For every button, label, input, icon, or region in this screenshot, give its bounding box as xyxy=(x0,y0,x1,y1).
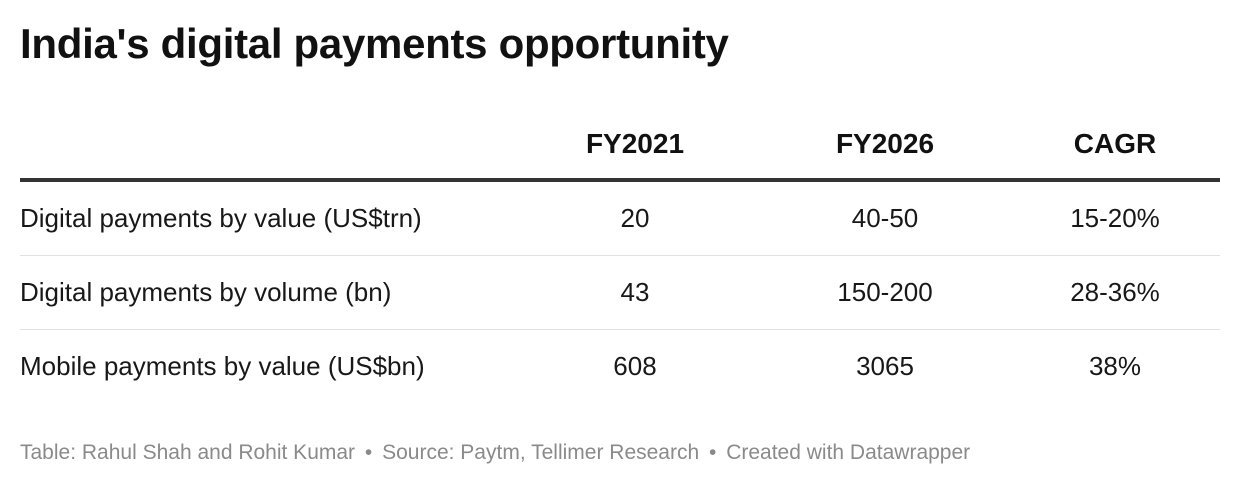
cell-cagr: 15-20% xyxy=(1010,180,1220,256)
cell-fy2021: 43 xyxy=(510,255,760,330)
cell-cagr: 28-36% xyxy=(1010,255,1220,330)
row-label: Mobile payments by value (US$bn) xyxy=(20,351,425,381)
chart-footer: Table: Rahul Shah and Rohit Kumar • Sour… xyxy=(20,441,970,465)
footer-separator: • xyxy=(709,441,717,464)
cell-fy2021: 608 xyxy=(613,351,657,381)
chart-title: India's digital payments opportunity xyxy=(20,20,729,67)
row-label: Digital payments by volume (bn) xyxy=(20,255,510,330)
cell-cagr: 38% xyxy=(1088,351,1142,381)
column-header-label xyxy=(20,110,510,182)
row-label: Digital payments by value (US$trn) xyxy=(20,180,510,256)
footer-credit: Table: Rahul Shah and Rohit Kumar xyxy=(20,441,356,464)
footer-separator: • xyxy=(364,441,373,464)
cell-fy2026: 40-50 xyxy=(760,180,1010,256)
data-table: FY2021 FY2026 CAGR Digital payments by v… xyxy=(20,110,1220,403)
footer-source: Source: Paytm, Tellimer Research xyxy=(382,441,700,464)
cell-fy2026: 150-200 xyxy=(760,255,1010,330)
table-row: Mobile payments by value (US$bn) 608 306… xyxy=(20,330,1220,404)
column-header-fy2021: FY2021 xyxy=(510,110,760,182)
cell-fy2021: 20 xyxy=(510,180,760,256)
footer-created-with: Created with Datawrapper xyxy=(726,441,971,464)
cell-fy2026: 3065 xyxy=(856,351,914,381)
table-header-row: FY2021 FY2026 CAGR xyxy=(20,110,1220,182)
table-row: Digital payments by value (US$trn) 20 40… xyxy=(20,180,1220,256)
column-header-cagr: CAGR xyxy=(1010,110,1220,182)
column-header-fy2026: FY2026 xyxy=(760,110,1010,182)
table-row: Digital payments by volume (bn) 43 150-2… xyxy=(20,255,1220,330)
